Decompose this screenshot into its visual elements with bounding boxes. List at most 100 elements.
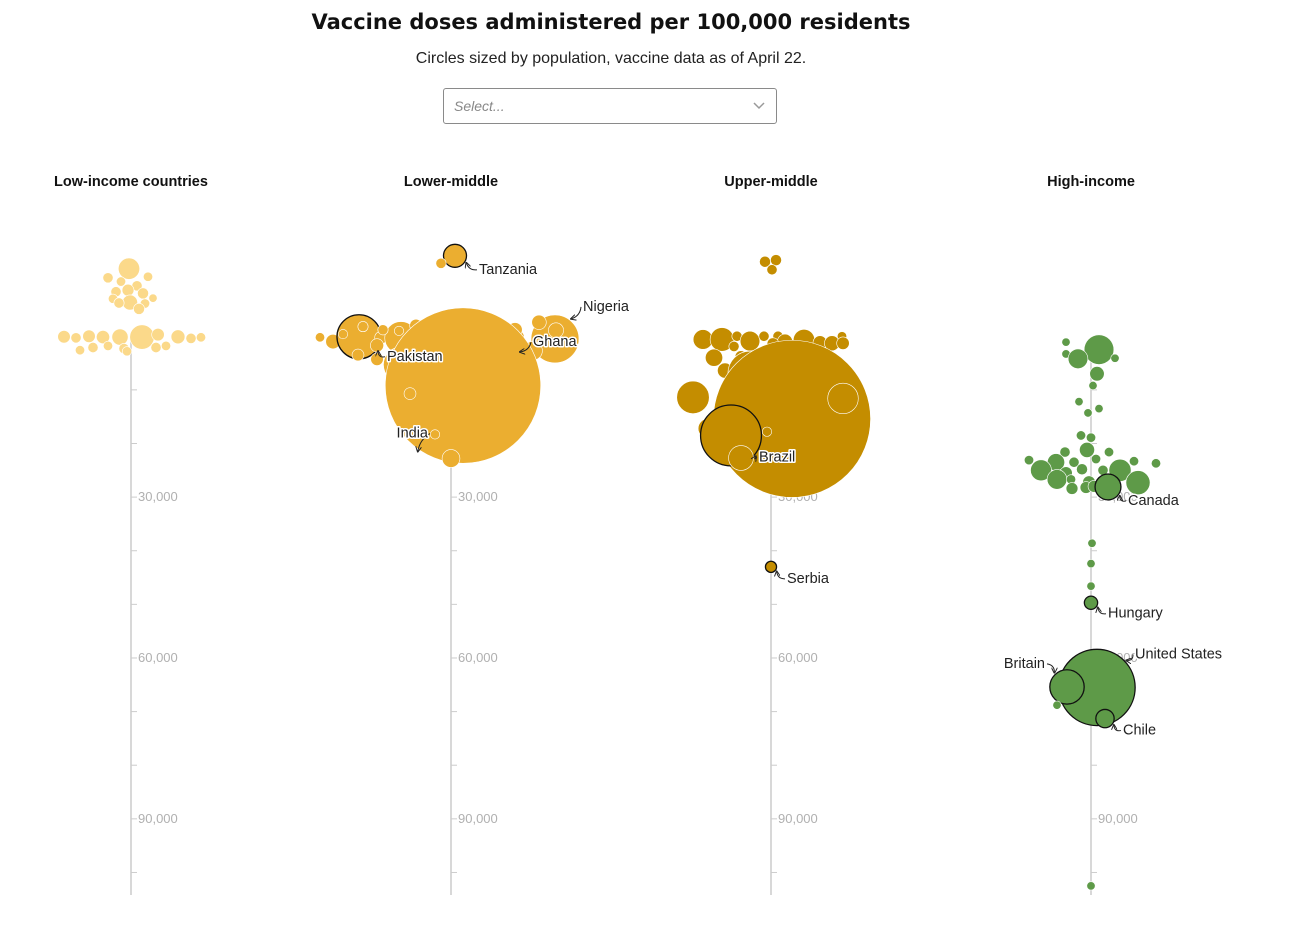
country-circle[interactable] <box>75 345 85 356</box>
country-circle[interactable] <box>113 297 125 309</box>
country-circle[interactable] <box>1067 348 1089 369</box>
country-circle-britain[interactable] <box>1049 669 1085 705</box>
country-circle[interactable] <box>57 330 71 344</box>
country-circle[interactable] <box>548 322 564 339</box>
country-circle[interactable] <box>117 257 141 280</box>
country-circle-india[interactable] <box>384 307 542 464</box>
country-circle[interactable] <box>1083 334 1115 365</box>
country-circle[interactable] <box>338 329 348 340</box>
country-circle[interactable] <box>1059 446 1071 458</box>
country-circle[interactable] <box>148 293 158 303</box>
annotation-chile: Chile <box>1123 723 1156 739</box>
annotation-india: India <box>397 426 429 442</box>
country-circle[interactable] <box>403 387 417 400</box>
country-circle[interactable] <box>1086 881 1096 891</box>
country-circle[interactable] <box>1088 381 1098 391</box>
country-circle[interactable] <box>1030 459 1052 482</box>
country-circle[interactable] <box>129 324 155 350</box>
country-circle[interactable] <box>441 449 461 468</box>
country-circle[interactable] <box>758 330 770 342</box>
annotation-pakistan: Pakistan <box>387 349 443 365</box>
country-circle[interactable] <box>137 287 149 300</box>
country-circle[interactable] <box>87 342 99 353</box>
country-circle[interactable] <box>351 348 365 362</box>
country-circle[interactable] <box>111 328 129 346</box>
country-circle[interactable] <box>1089 366 1105 382</box>
country-circle[interactable] <box>70 332 82 344</box>
group-header-high: High-income <box>1047 174 1135 190</box>
country-circle[interactable] <box>762 426 772 437</box>
country-circle[interactable] <box>377 324 389 336</box>
country-circle[interactable] <box>121 283 135 297</box>
country-circle[interactable] <box>531 314 547 330</box>
country-circle-tanzania[interactable] <box>442 243 468 268</box>
country-circle[interactable] <box>435 257 447 269</box>
country-circle[interactable] <box>728 340 740 352</box>
country-circle[interactable] <box>1125 470 1151 495</box>
country-circle[interactable] <box>1076 430 1086 441</box>
country-circle[interactable] <box>1086 432 1096 443</box>
country-circle[interactable] <box>1052 700 1062 710</box>
country-circle[interactable] <box>1091 454 1101 465</box>
country-circle[interactable] <box>370 352 384 366</box>
group-header-low: Low-income countries <box>54 174 208 190</box>
country-circle[interactable] <box>96 330 110 344</box>
country-circle[interactable] <box>1076 463 1088 476</box>
country-circle[interactable] <box>705 348 723 367</box>
y-tick-label: 60,000 <box>138 650 178 665</box>
country-circle-hungary[interactable] <box>1083 595 1099 611</box>
annotation-ghana: Ghana <box>533 334 577 350</box>
country-circle[interactable] <box>766 264 778 276</box>
country-circle[interactable] <box>1024 455 1034 466</box>
country-circle[interactable] <box>357 321 369 333</box>
country-circle[interactable] <box>122 346 132 357</box>
country-circle[interactable] <box>1086 559 1096 569</box>
country-circle[interactable] <box>1068 456 1080 468</box>
annotation-hungary: Hungary <box>1108 606 1164 622</box>
chevron-down-icon[interactable] <box>752 98 766 112</box>
country-circle-canada[interactable] <box>1094 473 1122 501</box>
country-circle[interactable] <box>394 325 404 336</box>
country-circle[interactable] <box>150 342 162 353</box>
country-circle[interactable] <box>170 329 186 345</box>
country-circle[interactable] <box>1046 469 1068 490</box>
country-circle[interactable] <box>143 271 153 282</box>
country-circle[interactable] <box>133 303 145 315</box>
country-circle[interactable] <box>739 330 761 352</box>
country-circle[interactable] <box>370 338 384 353</box>
annotation-halo-nigeria: Nigeria <box>583 299 630 315</box>
country-circle[interactable] <box>1061 337 1071 347</box>
country-circle[interactable] <box>1129 456 1139 467</box>
country-circle[interactable] <box>1065 482 1079 495</box>
country-circle-chile[interactable] <box>1095 708 1115 729</box>
country-circle[interactable] <box>676 380 710 414</box>
country-circle[interactable] <box>1104 447 1114 458</box>
country-circle[interactable] <box>161 340 171 351</box>
country-circle[interactable] <box>1094 404 1104 414</box>
annotation-united-states: United States <box>1135 646 1222 662</box>
country-circle-serbia[interactable] <box>764 560 778 574</box>
annotation-halo-britain: Britain <box>1004 656 1045 672</box>
country-circle[interactable] <box>728 445 754 471</box>
country-circle[interactable] <box>315 332 325 343</box>
country-circle[interactable] <box>1110 353 1120 363</box>
annotation-halo-chile: Chile <box>1123 723 1156 739</box>
country-circle[interactable] <box>116 276 126 287</box>
country-circle[interactable] <box>836 336 850 350</box>
country-circle[interactable] <box>185 332 197 344</box>
country-circle[interactable] <box>1086 581 1096 591</box>
country-circle[interactable] <box>82 329 96 343</box>
country-circle[interactable] <box>1083 408 1093 418</box>
country-circle[interactable] <box>1074 397 1084 407</box>
country-circle[interactable] <box>151 328 165 342</box>
country-circle[interactable] <box>196 332 206 343</box>
country-circle[interactable] <box>770 254 782 266</box>
country-circle[interactable] <box>1151 458 1161 469</box>
country-circle[interactable] <box>103 340 113 351</box>
country-circle[interactable] <box>430 429 440 440</box>
country-circle[interactable] <box>1079 442 1095 458</box>
country-select[interactable]: Select... <box>443 88 777 124</box>
country-circle[interactable] <box>827 382 859 415</box>
country-circle[interactable] <box>1087 538 1097 548</box>
country-circle[interactable] <box>102 272 114 284</box>
